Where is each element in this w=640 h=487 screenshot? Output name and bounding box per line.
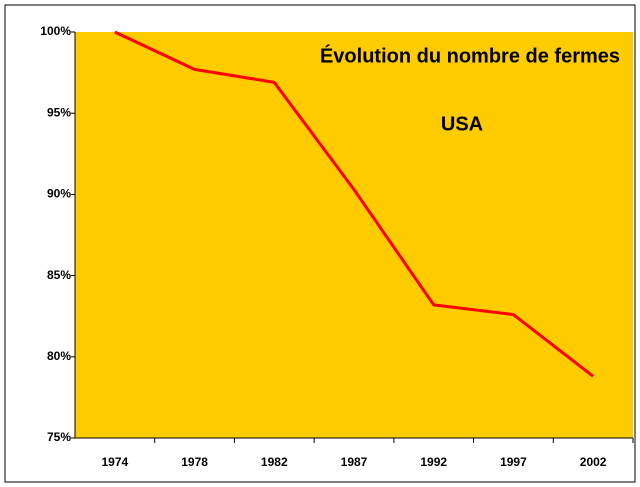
x-tick-label: 1987 xyxy=(341,455,368,469)
x-tick-label: 2002 xyxy=(580,455,607,469)
y-tick-label: 80% xyxy=(47,349,71,363)
data-line xyxy=(114,30,595,378)
y-tick-label: 75% xyxy=(47,430,71,444)
chart-title: Évolution du nombre de fermes xyxy=(320,44,620,67)
x-tick-label: 1992 xyxy=(420,455,447,469)
y-tick-label: 100% xyxy=(40,24,71,38)
y-tick-label: 90% xyxy=(47,187,71,201)
plot-area xyxy=(75,32,633,438)
x-tick-label: 1982 xyxy=(261,455,288,469)
chart-subtitle: USA xyxy=(441,113,483,135)
x-tick-label: 1978 xyxy=(181,455,208,469)
x-tick-label: 1974 xyxy=(102,455,129,469)
y-tick-label: 85% xyxy=(47,268,71,282)
x-tick-label: 1997 xyxy=(500,455,527,469)
y-tick-label: 95% xyxy=(47,105,71,119)
